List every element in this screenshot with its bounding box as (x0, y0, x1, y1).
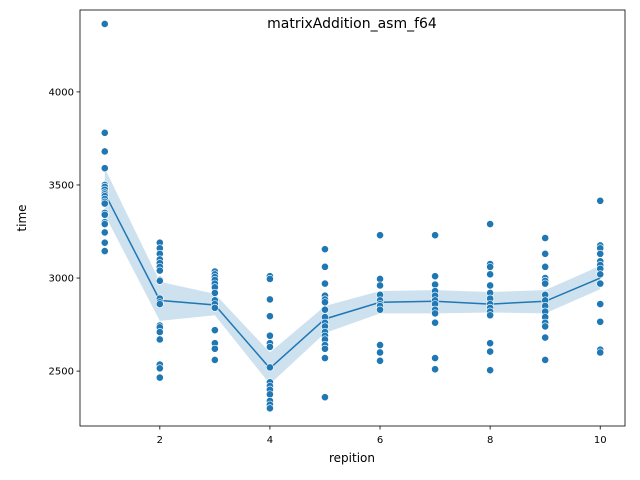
x-axis-label: repition (329, 451, 375, 465)
x-tick-label: 4 (267, 435, 273, 446)
scatter-point (100, 20, 109, 28)
scatter-point (596, 270, 605, 279)
mean-line-layer (104, 192, 601, 370)
scatter-point (266, 275, 274, 283)
x-axis-ticks: 2 4 6 8 10 (157, 426, 607, 446)
scatter-point (321, 393, 329, 402)
scatter-point (321, 245, 329, 254)
scatter-point (100, 164, 109, 173)
scatter-point (155, 373, 164, 382)
scatter-point (486, 347, 495, 356)
scatter-point (541, 249, 550, 258)
scatter-point (321, 279, 329, 288)
scatter-point (266, 342, 274, 351)
scatter-point (266, 404, 274, 413)
scatter-point (486, 366, 495, 375)
scatter-point (100, 199, 109, 208)
scatter-point (321, 305, 329, 314)
scatter-point (431, 272, 439, 281)
x-tick-label: 2 (157, 435, 163, 446)
y-axis-ticks: 2500 3000 3500 4000 (49, 87, 80, 378)
scatter-point (100, 238, 109, 247)
scatter-point (541, 322, 550, 331)
scatter-point (486, 220, 495, 228)
chart-title: matrixAddition_asm_f64 (267, 16, 437, 32)
scatter-point (541, 234, 550, 242)
scatter-point (376, 275, 384, 283)
scatter-point (321, 262, 329, 271)
scatter-point (100, 147, 109, 156)
ci-band-layer (104, 168, 601, 385)
scatter-point (596, 249, 605, 258)
scatter-point (100, 247, 109, 255)
y-axis-label: time (15, 204, 29, 231)
scatter-point (431, 318, 439, 327)
scatter-point (210, 289, 219, 297)
scatter-point (541, 262, 550, 271)
scatter-point (486, 311, 495, 320)
scatter-point (266, 295, 274, 304)
scatter-point (100, 128, 109, 137)
scatter-point (541, 333, 550, 342)
scatter-point (431, 354, 439, 362)
scatter-point (596, 196, 605, 205)
scatter-point (155, 266, 164, 275)
scatter-point (486, 281, 495, 290)
scatter-point (431, 309, 439, 318)
scatter-point (541, 279, 550, 288)
points-layer (100, 20, 605, 413)
scatter-point (376, 281, 384, 290)
scatter-point (100, 220, 109, 228)
scatter-point (100, 228, 109, 237)
plot-area (100, 20, 605, 413)
x-tick-label: 8 (487, 435, 493, 446)
scatter-point (431, 280, 439, 289)
y-tick-label: 3500 (49, 180, 74, 191)
scatter-point (486, 262, 495, 271)
scatter-point (376, 356, 384, 365)
scatter-point (266, 363, 274, 372)
scatter-point (596, 317, 605, 326)
axes-frame (79, 9, 626, 427)
scatter-point (210, 344, 219, 353)
scatter-point (376, 305, 384, 314)
scatter-point (155, 364, 164, 373)
y-tick-label: 2500 (49, 367, 74, 378)
scatter-point (321, 354, 329, 362)
mean-line (104, 192, 601, 370)
x-tick-label: 10 (594, 435, 607, 446)
scatter-point (266, 390, 274, 399)
scatter-point (266, 312, 274, 321)
scatter-point (100, 210, 109, 219)
scatter-point (376, 341, 384, 349)
scatter-point (155, 335, 164, 344)
scatter-point (596, 279, 605, 288)
scatter-point (155, 328, 164, 336)
scatter-point (155, 276, 164, 285)
scatter-point (210, 326, 219, 335)
scatter-point (486, 339, 495, 348)
scatter-point (155, 300, 164, 308)
scatter-point (596, 300, 605, 308)
scatter-point (541, 356, 550, 364)
scatter-point (486, 270, 495, 279)
scatter-point (210, 303, 219, 312)
scatter-point (210, 356, 219, 364)
scatter-point (266, 331, 274, 340)
scatter-point (376, 231, 384, 240)
confidence-band (104, 168, 601, 385)
y-tick-label: 4000 (49, 87, 74, 98)
scatter-point (376, 348, 384, 357)
scatter-point (431, 231, 439, 240)
scatter-point (321, 298, 329, 307)
y-tick-label: 3000 (49, 274, 74, 285)
scatter-point (431, 365, 439, 374)
scatter-point (321, 344, 329, 353)
x-tick-label: 6 (377, 435, 383, 446)
scatter-point (596, 348, 605, 357)
